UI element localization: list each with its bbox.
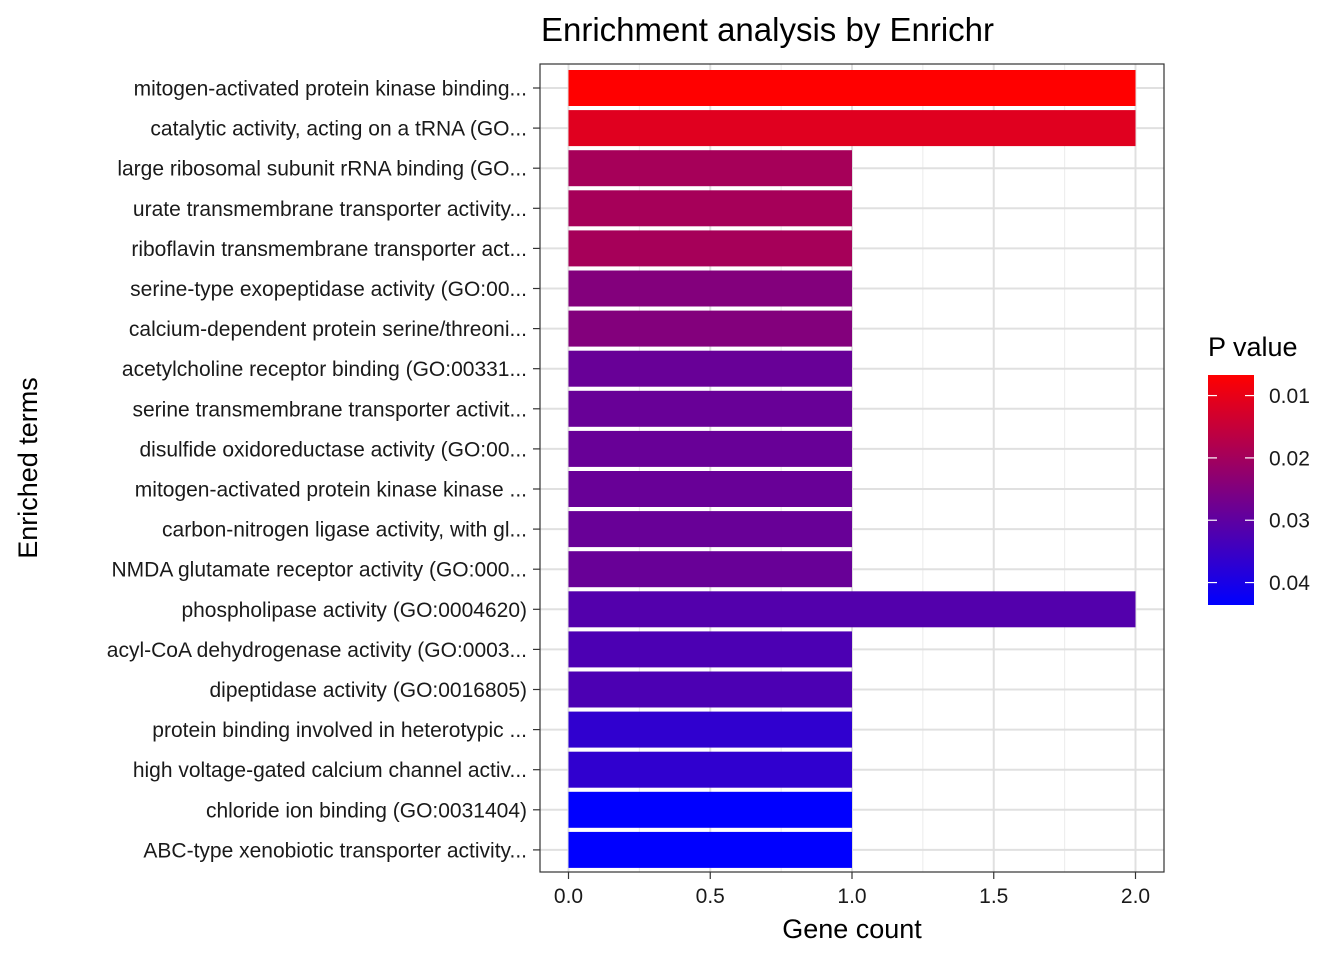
x-tick-label: 1.5 <box>979 885 1008 908</box>
y-tick-label: mitogen-activated protein kinase binding… <box>134 78 527 101</box>
y-tick-label: acetylcholine receptor binding (GO:00331… <box>122 358 527 381</box>
y-tick-label: large ribosomal subunit rRNA binding (GO… <box>117 158 527 181</box>
y-tick-label: phospholipase activity (GO:0004620) <box>181 599 527 622</box>
bar <box>568 110 1136 147</box>
bar <box>568 270 852 307</box>
x-axis: 0.0 0.5 1.0 1.5 2.0 <box>554 872 1150 908</box>
bar <box>568 150 852 187</box>
y-tick-label: acyl-CoA dehydrogenase activity (GO:0003… <box>107 639 527 662</box>
legend-tick-label: 0.03 <box>1269 510 1310 533</box>
legend-colorbar <box>1208 375 1254 605</box>
y-tick-label: mitogen-activated protein kinase kinase … <box>135 479 527 502</box>
y-tick-label: calcium-dependent protein serine/threoni… <box>129 318 527 341</box>
bar <box>568 511 852 548</box>
chart-title: Enrichment analysis by Enrichr <box>541 11 994 48</box>
x-tick-label: 0.5 <box>696 885 725 908</box>
y-tick-label: protein binding involved in heterotypic … <box>152 719 527 742</box>
bar <box>568 430 852 467</box>
bar <box>568 350 852 387</box>
bar <box>568 751 852 788</box>
bar <box>568 711 852 748</box>
y-tick-label: NMDA glutamate receptor activity (GO:000… <box>112 559 528 582</box>
y-tick-label: catalytic activity, acting on a tRNA (GO… <box>150 118 527 141</box>
bar <box>568 791 852 828</box>
x-tick-label: 0.0 <box>554 885 583 908</box>
bar <box>568 310 852 347</box>
bar <box>568 471 852 507</box>
bar <box>568 831 852 868</box>
bar <box>568 631 852 668</box>
bar <box>568 551 852 588</box>
y-tick-label: high voltage-gated calcium channel activ… <box>133 759 527 782</box>
bar <box>568 671 852 708</box>
y-tick-label: riboflavin transmembrane transporter act… <box>131 238 527 261</box>
legend-tick-label: 0.02 <box>1269 447 1310 470</box>
bar <box>568 190 852 227</box>
y-tick-label: dipeptidase activity (GO:0016805) <box>209 679 527 702</box>
y-tick-label: disulfide oxidoreductase activity (GO:00… <box>139 438 527 461</box>
x-axis-title: Gene count <box>782 914 922 944</box>
bar <box>568 70 1136 106</box>
legend-ticks: 0.01 0.02 0.03 0.04 <box>1208 385 1310 595</box>
bar <box>568 591 1136 628</box>
y-tick-label: carbon-nitrogen ligase activity, with gl… <box>162 519 527 542</box>
legend-tick-label: 0.04 <box>1269 572 1310 595</box>
legend-tick-label: 0.01 <box>1269 385 1310 408</box>
y-tick-label: serine-type exopeptidase activity (GO:00… <box>130 278 527 301</box>
legend: P value 0.01 0.02 0.03 0.04 <box>1208 332 1310 605</box>
y-axis-title: Enriched terms <box>13 377 43 559</box>
x-tick-label: 1.0 <box>837 885 866 908</box>
y-tick-label: ABC-type xenobiotic transporter activity… <box>143 839 527 862</box>
bar <box>568 390 852 427</box>
legend-title: P value <box>1208 332 1298 362</box>
y-tick-label: urate transmembrane transporter activity… <box>133 198 527 221</box>
y-tick-label: serine transmembrane transporter activit… <box>133 398 528 421</box>
x-tick-label: 2.0 <box>1121 885 1150 908</box>
bar <box>568 230 852 267</box>
y-axis: mitogen-activated protein kinase binding… <box>107 78 540 862</box>
bar-group <box>568 70 1136 868</box>
y-tick-label: chloride ion binding (GO:0031404) <box>206 799 527 822</box>
